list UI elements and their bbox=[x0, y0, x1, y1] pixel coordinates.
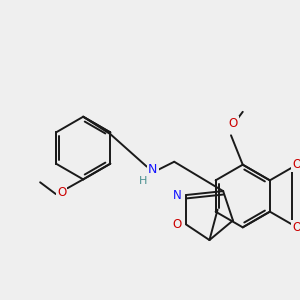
Text: O: O bbox=[228, 117, 238, 130]
Text: N: N bbox=[173, 188, 182, 202]
Text: O: O bbox=[172, 218, 182, 231]
Text: N: N bbox=[148, 163, 158, 176]
Text: H: H bbox=[139, 176, 147, 186]
Text: O: O bbox=[57, 186, 66, 199]
Text: O: O bbox=[292, 158, 300, 171]
Text: O: O bbox=[292, 221, 300, 234]
